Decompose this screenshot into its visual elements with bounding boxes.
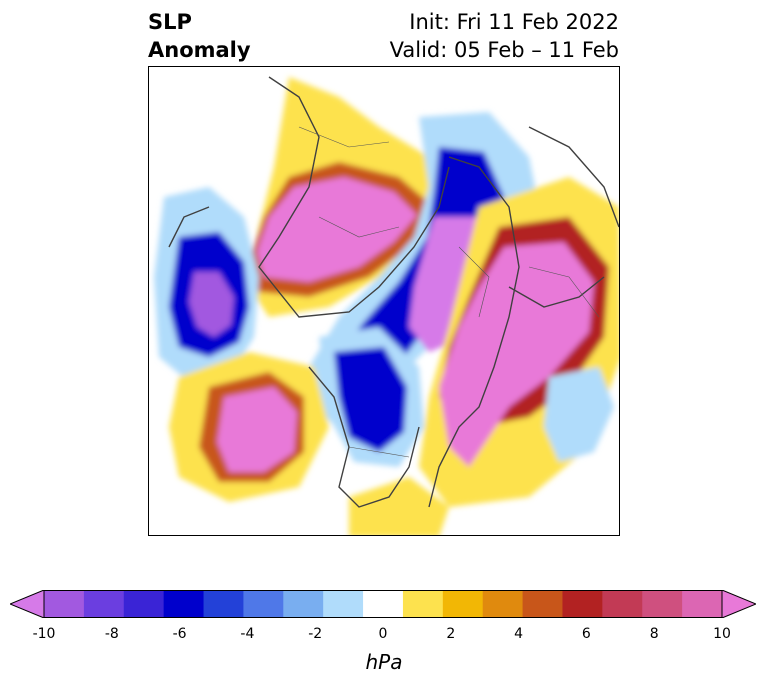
slp-anomaly-map [148,66,620,536]
colorbar-tick-label: -6 [172,626,187,642]
init-date: Init: Fri 11 Feb 2022 [409,10,619,34]
colorbar-segment [283,590,324,618]
colorbar-segment [682,590,723,618]
colorbar-tick-label: -4 [240,626,255,642]
colorbar-tick-label: 6 [581,626,591,642]
map-title: SLP Anomaly [148,8,251,64]
colorbar-segment [602,590,643,618]
colorbar-segment [243,590,284,618]
colorbar-tick-label: 4 [514,626,524,642]
colorbar-segment [402,590,444,618]
anomaly-high-alaska-max [217,387,297,472]
colorbar-segment [562,590,603,618]
colorbar-tick-label: 2 [446,626,456,642]
colorbar-segment [522,590,563,618]
colorbar-segment [163,590,205,618]
title-line-2: Anomaly [148,38,251,62]
colorbar-segment [323,590,364,618]
colorbar-tick-label: 0 [378,626,388,642]
colorbar [10,590,756,618]
anomaly-low-mid-pacific [544,367,614,462]
colorbar-segment [363,590,404,618]
colorbar-segment [123,590,165,618]
map-subtitle: Init: Fri 11 Feb 2022 Valid: 05 Feb – 11… [390,8,619,64]
anomaly-high-southeast [349,477,449,535]
borders [298,126,600,458]
colorbar-segment [482,590,524,618]
colorbar-segment [642,590,683,618]
colorbar-tick-label: -8 [104,626,119,642]
colorbar-ticks: -10 -8 -6 -4 -2 0 2 4 6 8 10 [0,626,768,646]
colorbar-segment [83,590,125,618]
colorbar-segment [44,590,85,618]
colorbar-tick-label: 8 [649,626,659,642]
colorbar-unit-label: hPa [365,650,403,674]
anomaly-low-canada-core [334,347,407,452]
anomaly-high-europe-max [257,177,417,282]
colorbar-arrow-high [721,590,756,618]
colorbar-arrow-low [10,590,45,618]
title-line-1: SLP [148,10,192,34]
valid-range: Valid: 05 Feb – 11 Feb [389,38,619,62]
colorbar-segment [203,590,244,618]
colorbar-border [43,590,723,618]
coastlines [168,76,619,508]
colorbar-tick-label: -10 [32,626,56,642]
anomaly-high-pacific-max [439,242,594,467]
colorbar-tick-label: 10 [713,626,731,642]
anomaly-low-atlantic-max [189,272,234,337]
colorbar-segment [442,590,484,618]
map-canvas [154,76,619,535]
colorbar-tick-label: -2 [308,626,323,642]
